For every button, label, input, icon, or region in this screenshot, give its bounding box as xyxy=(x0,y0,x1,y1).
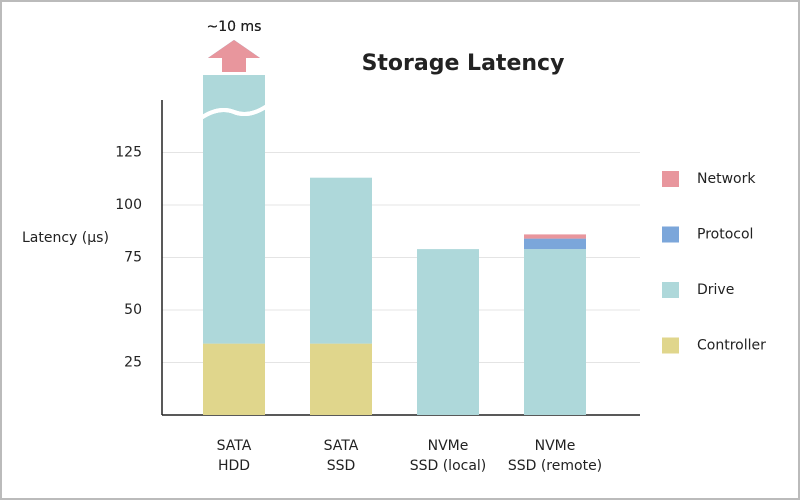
bar-segment xyxy=(203,75,265,344)
x-tick-label: SATA xyxy=(324,438,359,454)
x-tick-label: SATA xyxy=(217,438,252,454)
legend-label: Drive xyxy=(697,282,734,298)
x-tick-label: SSD (remote) xyxy=(508,458,602,474)
x-tick-label: NVMe xyxy=(535,438,576,454)
annotation: ~10 ms xyxy=(207,19,262,35)
annotation: ~10 ms xyxy=(207,19,262,35)
bar-segment xyxy=(417,249,479,415)
y-tick-label: 75 xyxy=(124,250,142,266)
legend-swatch xyxy=(662,226,679,243)
legend-swatch xyxy=(662,337,679,354)
chart-title: Storage Latency xyxy=(362,51,565,76)
x-tick-label: HDD xyxy=(218,458,250,474)
y-tick-label: 125 xyxy=(115,145,142,161)
x-tick-label: SSD (local) xyxy=(410,458,487,474)
x-tick-label: NVMe xyxy=(428,438,469,454)
axis-break xyxy=(199,104,269,120)
bar-segment xyxy=(310,177,372,344)
legend-swatch xyxy=(662,171,679,187)
legend-label: Protocol xyxy=(697,227,753,243)
legend-label: Network xyxy=(697,171,756,187)
legend-label: Controller xyxy=(697,338,766,354)
arrow xyxy=(208,40,260,72)
y-axis-label: Latency (µs) xyxy=(22,230,109,246)
legend-swatch xyxy=(662,282,679,298)
y-tick-label: 50 xyxy=(124,302,142,318)
bar-segment xyxy=(310,343,372,415)
y-tick-label: 25 xyxy=(124,355,142,371)
bar-segment xyxy=(524,238,586,250)
bar-segment xyxy=(524,234,586,239)
annotation: ~10 ms xyxy=(207,19,262,35)
bar-segment xyxy=(524,249,586,415)
y-tick-label: 100 xyxy=(115,197,142,213)
x-tick-label: SSD xyxy=(327,458,356,474)
bar-segment xyxy=(203,343,265,415)
